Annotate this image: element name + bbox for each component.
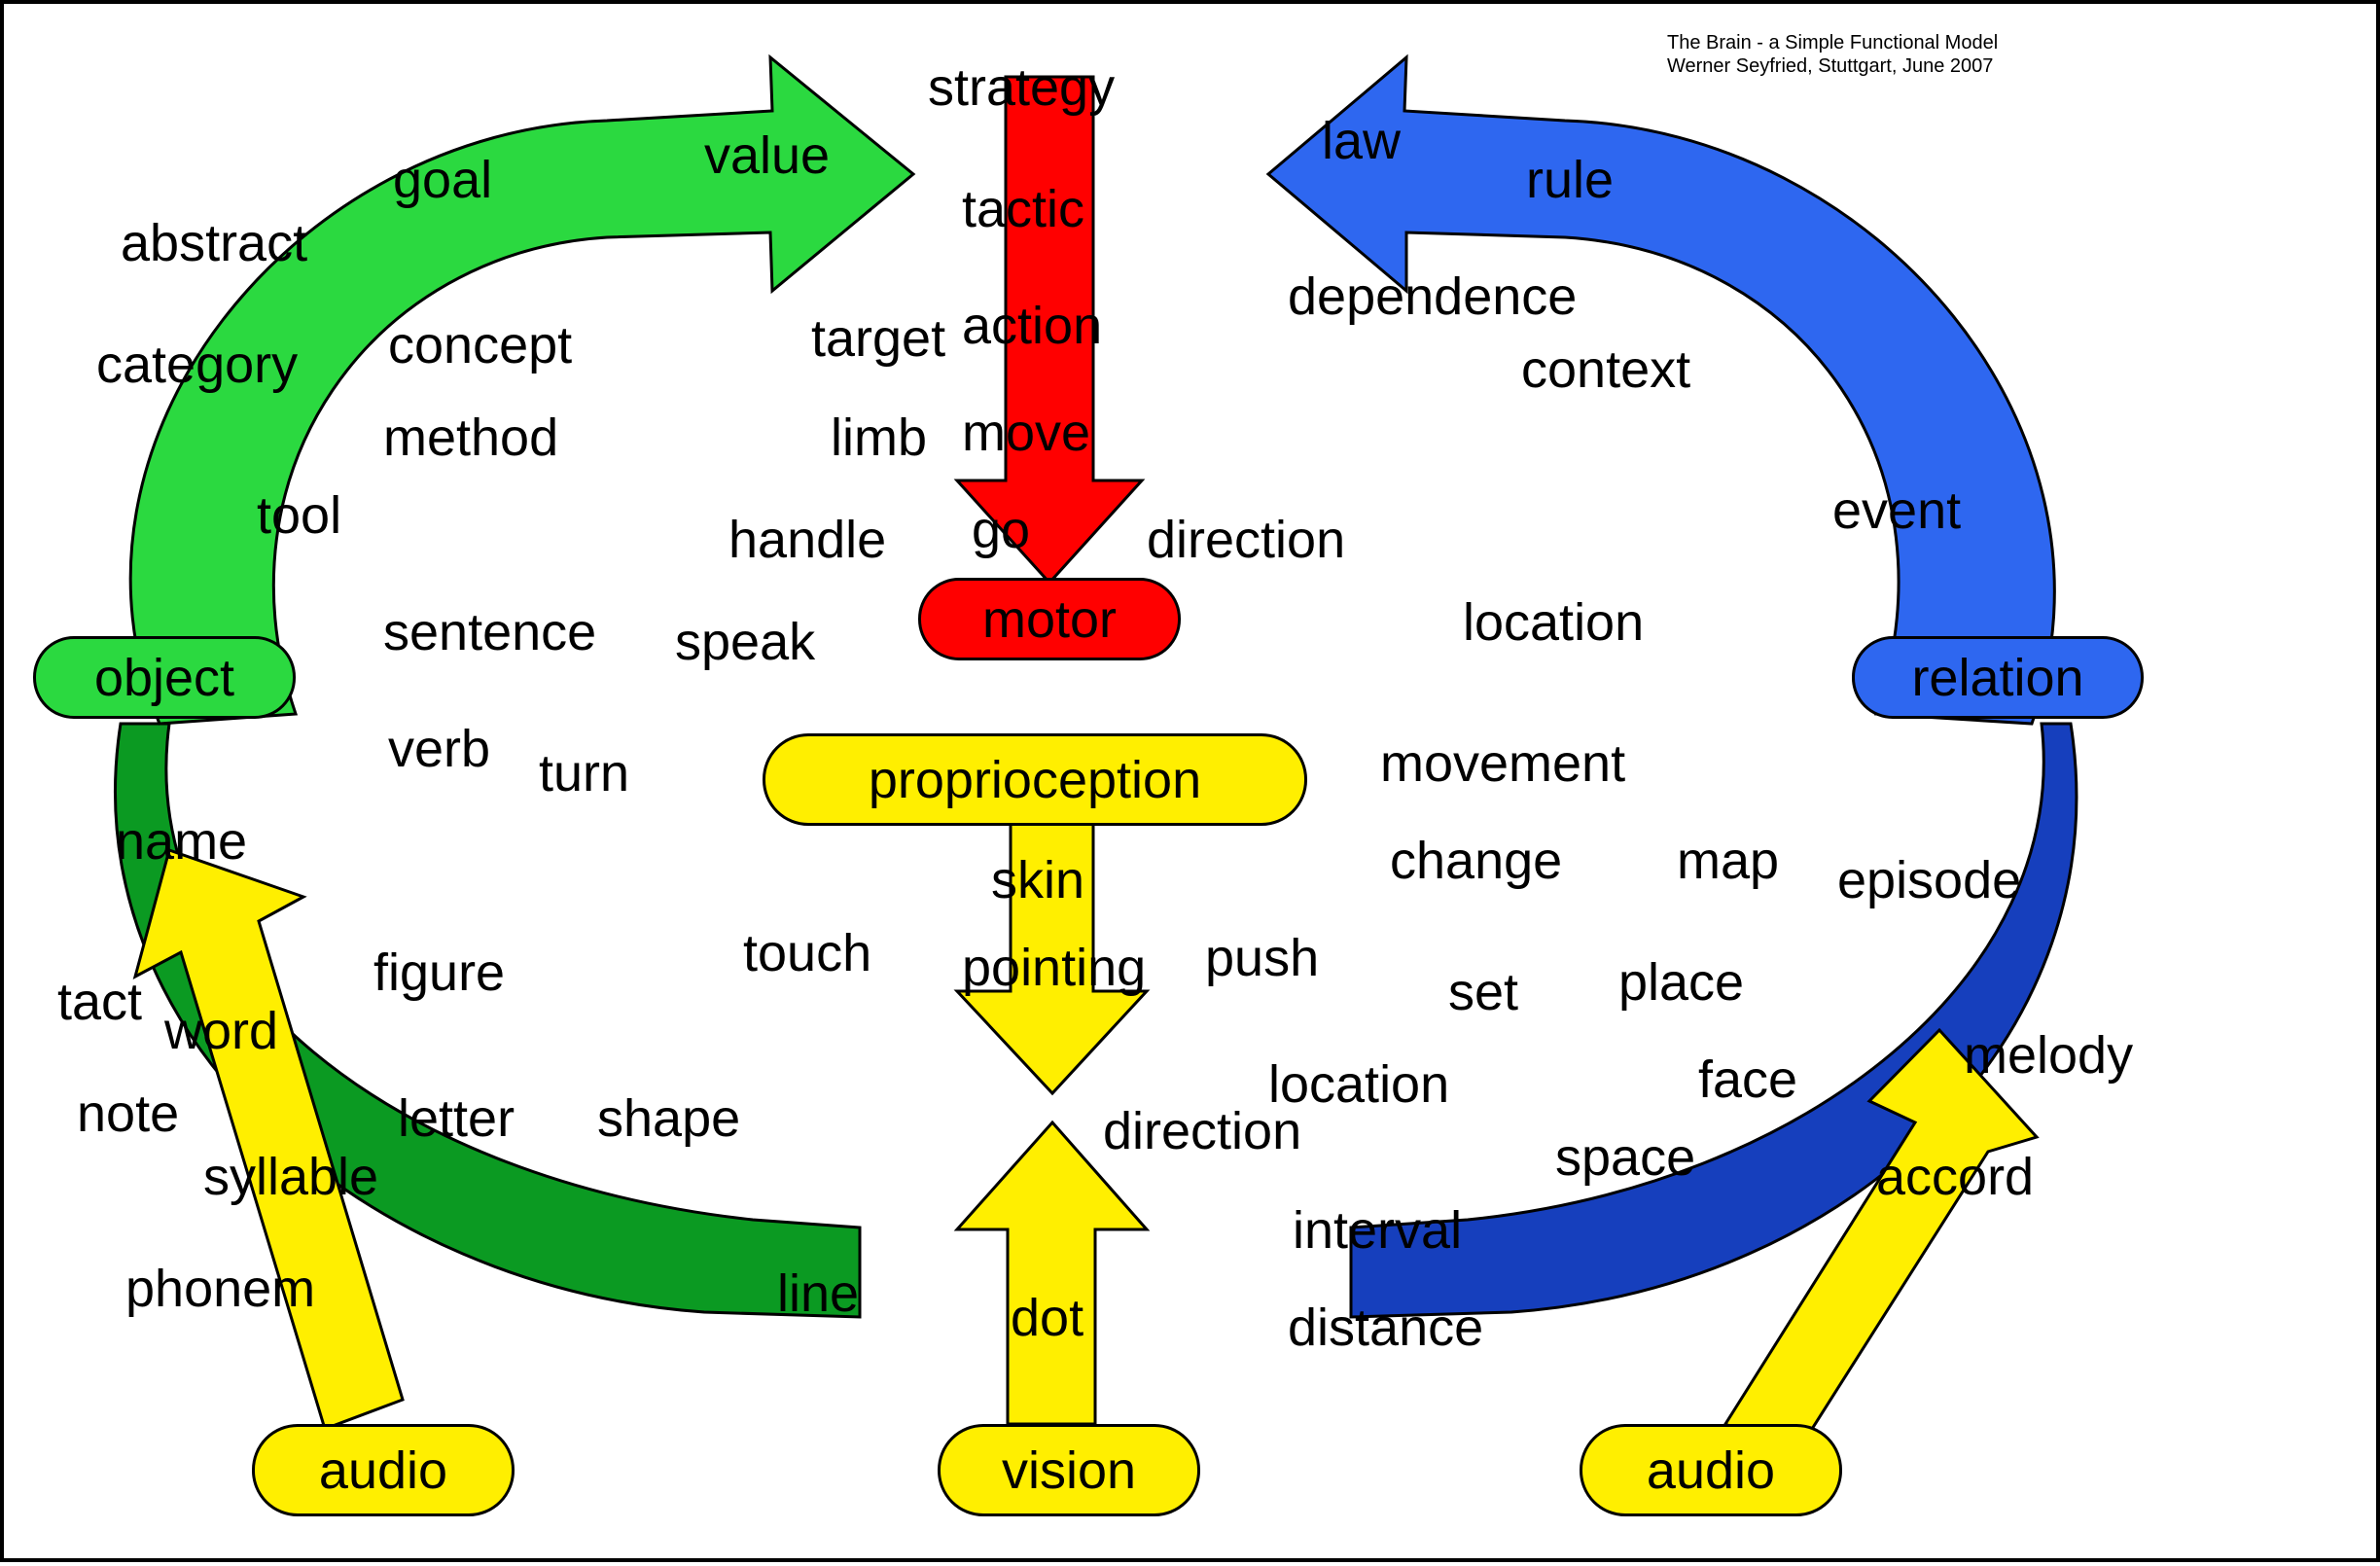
word-turn: turn — [539, 743, 629, 803]
pill-vision: vision — [938, 1424, 1200, 1516]
word-go: go — [972, 500, 1030, 560]
word-pointing: pointing — [962, 938, 1146, 998]
word-touch: touch — [743, 923, 871, 983]
pill-relation: relation — [1852, 636, 2144, 719]
word-interval: interval — [1293, 1200, 1462, 1261]
word-limb: limb — [831, 408, 927, 468]
word-accord: accord — [1876, 1147, 2034, 1207]
word-dot: dot — [1011, 1288, 1083, 1348]
pill-audio-right-label: audio — [1647, 1441, 1775, 1501]
word-direction: direction — [1147, 510, 1345, 570]
word-syllable: syllable — [203, 1147, 378, 1207]
word-goal: goal — [393, 150, 492, 210]
word-dependence: dependence — [1288, 267, 1577, 327]
word-shape: shape — [597, 1088, 740, 1149]
word-location: location — [1463, 592, 1644, 653]
word-direction: direction — [1103, 1101, 1301, 1161]
word-letter: letter — [398, 1088, 515, 1149]
word-target: target — [811, 308, 945, 369]
word-name: name — [116, 811, 247, 872]
word-value: value — [704, 125, 830, 186]
word-law: law — [1322, 111, 1401, 171]
word-concept: concept — [388, 315, 572, 375]
word-action: action — [962, 296, 1102, 356]
credit-line-1: The Brain - a Simple Functional Model — [1667, 31, 1998, 54]
word-figure: figure — [373, 943, 505, 1003]
pill-motor: motor — [918, 578, 1181, 660]
word-strategy: strategy — [928, 57, 1115, 118]
word-move: move — [962, 403, 1090, 463]
word-tactic: tactic — [962, 179, 1084, 239]
word-place: place — [1618, 952, 1744, 1013]
word-space: space — [1555, 1127, 1695, 1188]
word-change: change — [1390, 831, 1562, 891]
credit-line-2: Werner Seyfried, Stuttgart, June 2007 — [1667, 54, 1998, 78]
word-phonem: phonem — [125, 1259, 315, 1319]
credit-text: The Brain - a Simple Functional Model We… — [1667, 31, 1998, 78]
word-push: push — [1205, 928, 1319, 988]
word-verb: verb — [388, 719, 490, 779]
word-face: face — [1698, 1050, 1797, 1110]
pill-motor-label: motor — [982, 589, 1117, 650]
pill-audio-right: audio — [1580, 1424, 1842, 1516]
word-event: event — [1832, 480, 1961, 541]
word-rule: rule — [1526, 150, 1614, 210]
word-note: note — [77, 1084, 179, 1144]
word-tool: tool — [257, 485, 341, 546]
word-method: method — [383, 408, 558, 468]
word-set: set — [1448, 962, 1518, 1022]
word-category: category — [96, 335, 298, 395]
word-map: map — [1677, 831, 1779, 891]
word-line: line — [777, 1263, 859, 1324]
word-speak: speak — [675, 612, 815, 672]
word-movement: movement — [1380, 733, 1625, 794]
pill-audio-left-label: audio — [319, 1441, 447, 1501]
word-tact: tact — [57, 972, 142, 1032]
pill-object-label: object — [94, 648, 234, 708]
word-sentence: sentence — [383, 602, 596, 662]
pill-proprioception: proprioception — [763, 733, 1307, 826]
word-distance: distance — [1288, 1298, 1483, 1358]
pill-proprioception-label: proprioception — [869, 750, 1201, 810]
pill-relation-label: relation — [1911, 648, 2083, 708]
word-context: context — [1521, 339, 1690, 400]
word-melody: melody — [1964, 1025, 2133, 1086]
pill-object: object — [33, 636, 296, 719]
word-word: word — [164, 1001, 278, 1061]
diagram-canvas: object motor proprioception relation aud… — [0, 0, 2380, 1562]
word-episode: episode — [1837, 850, 2021, 910]
word-abstract: abstract — [121, 213, 307, 273]
word-handle: handle — [728, 510, 886, 570]
word-skin: skin — [991, 850, 1084, 910]
pill-vision-label: vision — [1002, 1441, 1136, 1501]
pill-audio-left: audio — [252, 1424, 515, 1516]
